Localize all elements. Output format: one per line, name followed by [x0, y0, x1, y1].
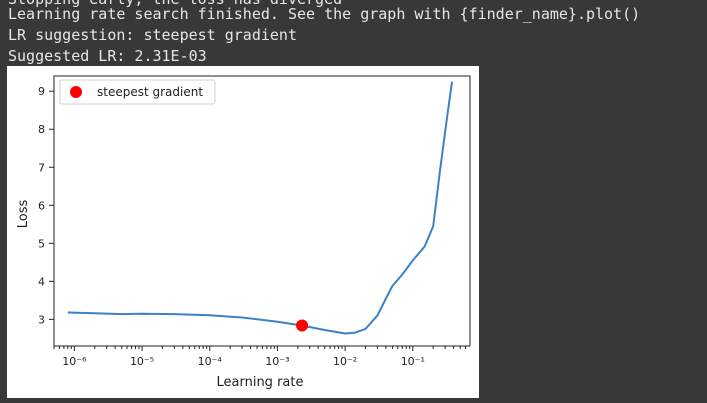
suggested-lr-marker — [296, 319, 309, 332]
console-line-stopping: Stopping early, the loss has diverged — [8, 0, 342, 9]
y-tick-label: 3 — [38, 313, 45, 326]
x-tick-label: 10⁻³ — [265, 355, 289, 368]
x-tick-label: 10⁻² — [333, 355, 357, 368]
x-tick-label: 10⁻⁴ — [198, 355, 223, 368]
x-tick-label: 10⁻¹ — [401, 355, 425, 368]
legend-box — [59, 79, 216, 105]
console-line-suggested-lr: Suggested LR: 2.31E-03 — [8, 47, 207, 65]
console-line-suggestion: LR suggestion: steepest gradient — [8, 26, 297, 44]
lr-finder-plot: 10⁻⁶ 10⁻⁵ 10⁻⁴ 10⁻³ 10⁻² 10⁻¹ 3 4 5 6 7 8 9 steepes… — [7, 66, 479, 398]
x-axis-label: Learning rate — [217, 375, 304, 390]
y-tick-label: 7 — [38, 161, 45, 174]
plot-frame — [53, 75, 471, 347]
legend-marker-icon — [70, 86, 82, 98]
legend: steepest gradient — [59, 79, 216, 105]
y-tick-label: 6 — [38, 199, 45, 212]
legend-label: steepest gradient — [97, 85, 203, 99]
lr-finder-chart: 10⁻⁶ 10⁻⁵ 10⁻⁴ 10⁻³ 10⁻² 10⁻¹ 3 4 5 6 7 8 9 steepes… — [16, 75, 471, 390]
y-tick-label: 8 — [38, 123, 45, 136]
x-tick-label: 10⁻⁵ — [130, 355, 154, 368]
console-line-finished: Learning rate search finished. See the g… — [8, 5, 641, 23]
x-tick-label: 10⁻⁶ — [62, 355, 87, 368]
y-tick-label: 4 — [38, 275, 45, 288]
y-tick-label: 9 — [38, 85, 45, 98]
y-tick-label: 5 — [38, 237, 45, 250]
y-axis-label: Loss — [16, 200, 31, 229]
loss-curve — [67, 81, 453, 335]
